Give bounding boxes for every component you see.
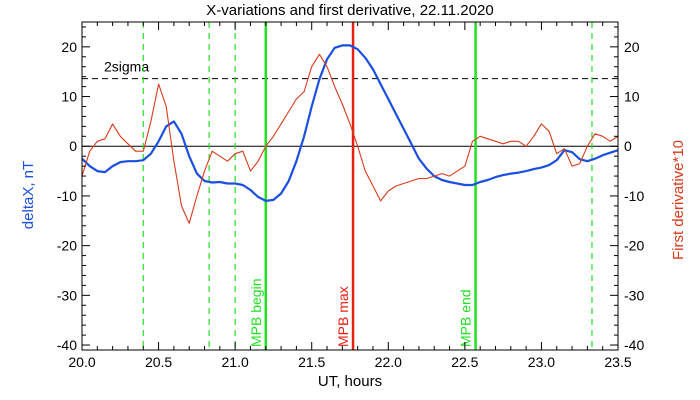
two-sigma-label: 2sigma [104, 59, 149, 75]
y-tick-label-right: 0 [624, 138, 632, 154]
y-tick-label-right: 20 [624, 39, 640, 55]
marker-label-3: MPB begin [248, 279, 264, 347]
x-tick-label: 20.0 [68, 354, 95, 370]
y-tick-label-left: -20 [57, 238, 77, 254]
plot-area: 2sigma MPB begin MPB max MPB end 20.0 20.5 21.… [57, 21, 644, 370]
y-tick-label-left: 20 [61, 39, 77, 55]
x-tick-label: 21.5 [298, 354, 325, 370]
x-tick-label: 20.5 [145, 354, 172, 370]
x-tick-label: 22.5 [451, 354, 478, 370]
series-line-1 [81, 53, 619, 224]
y-tick-label-left: -10 [57, 188, 77, 204]
y-tick-label-left: 0 [69, 138, 77, 154]
y-tick-label-left: 10 [61, 89, 77, 105]
x-tick-label: 23.5 [604, 354, 631, 370]
y-tick-label-right: -20 [624, 238, 644, 254]
y-axis-right-title: First derivative*10 [670, 140, 687, 260]
marker-label-5: MPB end [458, 289, 474, 347]
chart-title: X-variations and first derivative, 22.11… [206, 2, 493, 19]
x-tick-label: 23.0 [528, 354, 555, 370]
y-tick-label-right: 10 [624, 89, 640, 105]
y-tick-label-right: -10 [624, 188, 644, 204]
x-axis-title: UT, hours [318, 373, 382, 390]
y-tick-label-left: -40 [57, 337, 77, 353]
series-line-0 [81, 44, 619, 202]
marker-label-4: MPB max [335, 286, 351, 347]
y-tick-label-right: -30 [624, 287, 644, 303]
x-tick-label: 22.0 [375, 354, 402, 370]
y-tick-label-left: -30 [57, 287, 77, 303]
x-tick-label: 21.0 [222, 354, 249, 370]
y-axis-left-title: deltaX, nT [20, 161, 37, 229]
y-tick-label-right: -40 [624, 337, 644, 353]
